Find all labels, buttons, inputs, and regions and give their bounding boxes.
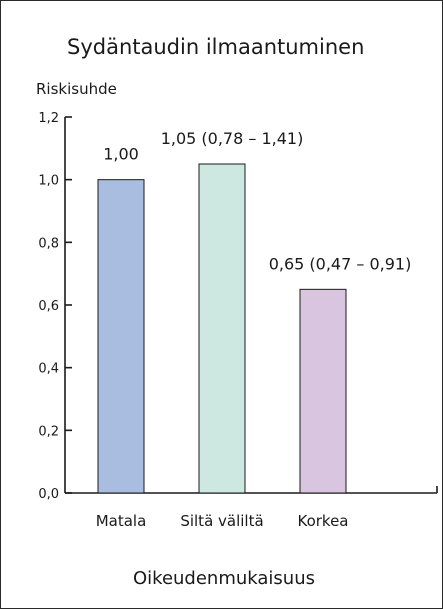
data-label: 0,65 (0,47 – 0,91) [269, 254, 412, 273]
y-tick-label: 0,4 [38, 362, 59, 377]
chart-title: Sydäntaudin ilmaantuminen [67, 35, 364, 59]
y-tick-label: 0,8 [38, 236, 59, 251]
y-tick-label: 0,2 [38, 424, 59, 439]
bar-2 [198, 163, 246, 494]
y-tick-label: 0,6 [38, 299, 59, 314]
y-tick-label: 1,0 [38, 174, 59, 189]
bars: Matala 1,00 Siltä väliltä 1,05 (0,78 – 1,41… [96, 129, 412, 530]
bar-3 [299, 288, 347, 494]
x-axis-label: Oikeudenmukaisuus [133, 568, 315, 589]
category-label: Matala [96, 512, 147, 530]
bar-1 [97, 179, 145, 494]
category-label: Korkea [297, 512, 348, 530]
data-label: 1,05 (0,78 – 1,41) [161, 129, 304, 148]
category-label: Siltä väliltä [180, 512, 263, 530]
data-label: 1,00 [103, 145, 139, 164]
y-tick-label: 0,0 [38, 487, 59, 502]
y-axis-label: Riskisuhde [36, 80, 117, 98]
y-tick-label: 1,2 [38, 111, 59, 126]
